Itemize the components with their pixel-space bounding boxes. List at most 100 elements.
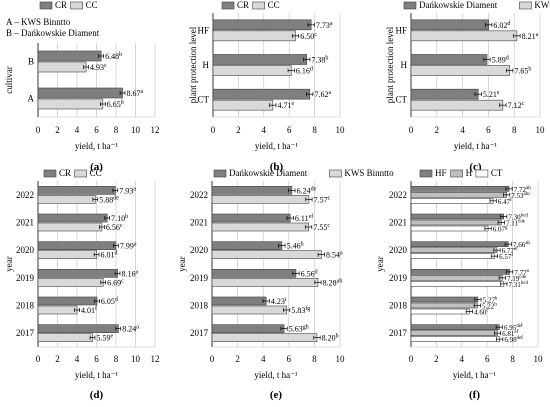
data-label: 7.73a	[316, 21, 333, 30]
data-label: 4.93c	[90, 63, 107, 72]
data-label-letter: c	[328, 195, 331, 201]
legend-swatch	[39, 1, 53, 10]
legend-label: CC	[90, 168, 102, 178]
data-label-value: 7.30	[508, 214, 521, 222]
bar-da-kowskie-diament	[211, 213, 291, 223]
data-label: 6.77ef	[502, 247, 518, 255]
data-label-letter: d	[115, 297, 118, 303]
data-label-letter: c	[121, 278, 124, 284]
data-label-value: 6.77	[502, 247, 515, 255]
data-label-letter: ef	[309, 213, 314, 220]
data-label-letter: b	[121, 100, 124, 106]
bar-hf	[410, 213, 505, 220]
x-axis-label: yield, t ha⁻¹	[75, 370, 118, 380]
y-axis-label: plant protection level	[385, 26, 395, 103]
data-label-letter: a	[527, 269, 530, 274]
data-label-value: 7.66	[513, 241, 526, 249]
data-label-value: 6.24	[297, 186, 311, 195]
data-label-letter: h	[495, 297, 498, 302]
data-label-value: 7.11	[506, 220, 518, 228]
data-label-letter: def	[516, 324, 523, 329]
y-tick-label: 2021	[16, 218, 34, 228]
data-label: 7.77a	[514, 269, 529, 277]
data-label-value: 8.24	[122, 325, 136, 334]
bar-cc	[37, 195, 96, 204]
data-label: 6.47f	[498, 198, 512, 206]
legend-label: HF	[435, 168, 447, 178]
data-label-letter: b	[336, 334, 339, 340]
data-label-letter: bcd	[521, 214, 529, 219]
data-label-letter: f	[510, 198, 512, 203]
bar-cr	[212, 54, 308, 65]
y-axis-label: plant protection level	[188, 26, 198, 103]
data-label-value: 7.53	[511, 192, 524, 200]
data-label-letter: a	[330, 21, 333, 27]
data-label: 4.01f	[81, 305, 97, 315]
data-label-letter: d	[507, 21, 510, 27]
data-label: 6.56c	[106, 223, 123, 232]
data-label-letter: ef	[514, 330, 518, 335]
bar-cr	[37, 241, 117, 250]
bar-cc	[37, 333, 93, 342]
data-label: 7.12c	[508, 101, 525, 110]
x-tick-label: 10	[336, 354, 346, 364]
bar-hf	[410, 269, 510, 275]
bar-hf	[410, 296, 479, 303]
data-label: 7.19cde	[507, 275, 527, 283]
data-label-letter: a	[328, 90, 331, 96]
x-axis-label: yield, t ha⁻¹	[254, 370, 297, 380]
data-label: 6.98def	[504, 336, 523, 344]
data-label-value: 6.47	[498, 198, 511, 206]
data-label: 5.83fg	[291, 305, 310, 315]
bar-da-kowskie-diament	[211, 241, 283, 250]
data-label: 6.56d	[301, 269, 318, 278]
x-tick-label: 8	[512, 125, 517, 135]
data-label-value: 8.28	[323, 278, 337, 287]
y-tick-label: 2019	[190, 273, 209, 283]
legend-label: CR	[237, 0, 249, 10]
y-tick-label: H	[203, 60, 210, 70]
y-tick-label: 2022	[16, 190, 34, 200]
x-tick-label: 0	[36, 125, 41, 135]
bar-kws-binntto	[211, 305, 287, 315]
y-tick-label: 2020	[190, 245, 209, 255]
x-tick-label: 6	[287, 354, 292, 364]
data-label-value: 6.65	[107, 100, 121, 109]
legend-label: Dańkowskie Diament	[229, 168, 308, 178]
legend-swatch	[74, 169, 87, 178]
bar-ct	[410, 308, 470, 315]
data-label: 4.60i	[474, 309, 488, 317]
x-tick-label: 10	[131, 354, 141, 364]
bar-da-kowskie-diament	[211, 269, 297, 278]
data-label-value: 6.05	[101, 297, 115, 306]
data-label-letter: i	[486, 309, 488, 314]
data-label-letter: cde	[518, 220, 526, 225]
data-label: 6.02d	[493, 21, 510, 30]
legend-label: H	[466, 168, 473, 178]
data-label-letter: i	[285, 297, 287, 303]
x-tick-label: 10	[336, 125, 346, 135]
data-label-letter: c	[104, 63, 107, 69]
data-label: 6.07g	[493, 226, 508, 234]
legend-swatch	[329, 169, 342, 178]
data-label-letter: a	[134, 242, 137, 248]
data-label-value: 7.65	[514, 67, 528, 76]
y-tick-label: 2022	[190, 190, 208, 200]
data-label: 5.21e	[483, 90, 500, 99]
x-tick-label: 4	[262, 125, 267, 135]
legend-label: CC	[268, 0, 280, 10]
legend-swatch	[213, 169, 227, 178]
legend-label: CT	[491, 168, 503, 178]
data-label: 8.54a	[326, 251, 343, 260]
bar-h	[410, 219, 502, 226]
data-label: 4.23i	[271, 297, 287, 306]
bar-hf	[410, 241, 509, 247]
y-tick-label: 2021	[389, 218, 407, 228]
data-label: 6.01d	[101, 251, 118, 260]
data-label-value: 6.69	[107, 278, 121, 287]
data-label-value: 6.95	[504, 324, 517, 332]
data-label-value: 7.31	[509, 281, 522, 289]
bar-ct	[410, 281, 505, 287]
data-label-value: 6.81	[502, 330, 515, 338]
